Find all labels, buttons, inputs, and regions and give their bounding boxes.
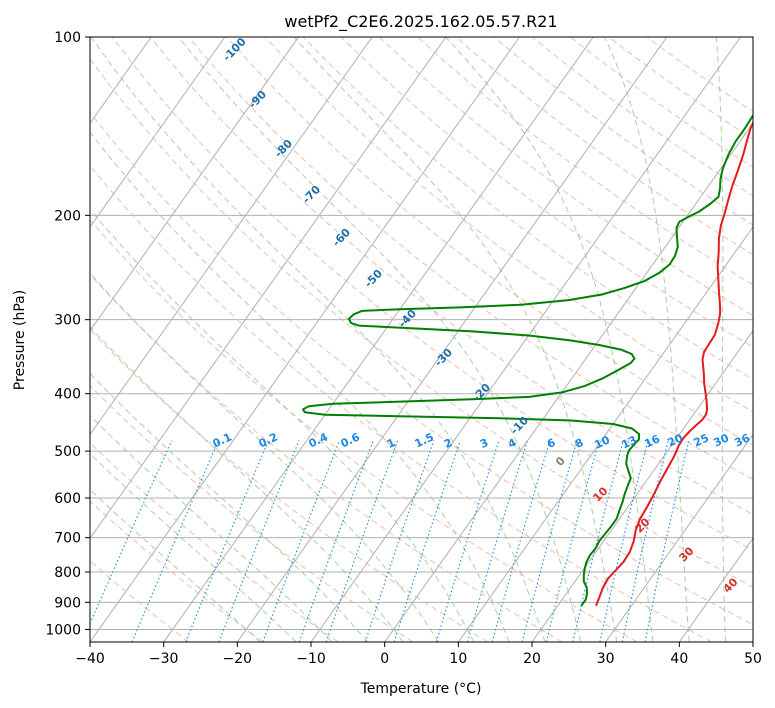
mixing-ratio-line [572, 440, 624, 642]
dry-adiabat-line [90, 165, 712, 642]
isotherm-gridline [605, 433, 753, 642]
data-area [302, 113, 753, 607]
y-tick-label: 800 [54, 565, 81, 581]
moist-adiabat-line [90, 272, 439, 642]
x-tick-label: 40 [670, 651, 688, 667]
mixing-ratio-line [131, 440, 220, 642]
dry-adiabat-line [340, 37, 753, 348]
moist-adiabat-line [90, 372, 369, 642]
isotherm-gridline [678, 537, 753, 642]
mixing-ratio-line [435, 440, 500, 642]
axis-ticks: −40 −30 −20 −10 0 10 20 30 40 50 100 200 300 400 500 60… [45, 30, 762, 667]
mixing-ratio-line [545, 440, 600, 642]
dry-adiabat-line [111, 37, 753, 551]
mixing-ratio-label: 20 [666, 431, 686, 449]
mixing-ratio-label: 25 [692, 431, 711, 449]
isotherm-gridline [163, 37, 594, 642]
mixing-ratio-label: 36 [733, 431, 753, 449]
x-tick-label: −10 [296, 651, 326, 667]
plot-frame [89, 36, 754, 643]
mixing-ratio-line [599, 440, 649, 642]
moist-adiabat-line [90, 326, 404, 642]
moist-adiabat-line [293, 37, 618, 642]
dry-adiabat-line [90, 328, 488, 642]
y-axis-label: Pressure (hPa) [12, 290, 28, 390]
isotherm-gridline [531, 329, 753, 642]
mixing-ratio-label: 16 [643, 432, 663, 450]
mixing-ratio-label: 10 [593, 433, 613, 451]
moist-adiabat-line [90, 488, 261, 642]
mixing-ratio-line [491, 440, 551, 642]
moist-adiabat-line [90, 131, 510, 642]
moist-adiabat-line [90, 452, 297, 642]
y-tick-label: 700 [54, 531, 81, 547]
plot-area [90, 37, 753, 642]
isotherm-gridline [90, 37, 520, 642]
x-tick-label: −20 [223, 651, 253, 667]
x-tick-label: 10 [449, 651, 467, 667]
moist-adiabat-line [90, 37, 546, 642]
y-tick-label: 1000 [45, 622, 81, 638]
dry-adiabat-line [90, 385, 414, 642]
dry-adiabat-line [90, 273, 563, 642]
moist-adiabat-line [90, 208, 475, 642]
x-tick-label: 30 [597, 651, 615, 667]
y-tick-label: 400 [54, 387, 81, 403]
y-tick-label: 100 [54, 30, 81, 46]
isotherm-gridline [90, 37, 447, 540]
isotherm-gridline [236, 37, 668, 642]
isotherm-gridline [310, 37, 741, 642]
y-tick-label: 500 [54, 444, 81, 460]
mixing-ratio-line [644, 440, 690, 642]
dry-adiabat-line [90, 219, 638, 642]
moist-adiabat-line [604, 37, 690, 642]
temperature-profile-line [595, 120, 753, 607]
x-tick-label: 50 [744, 651, 762, 667]
moist-adiabat-line [445, 37, 654, 642]
x-tick-label: 20 [523, 651, 541, 667]
mixing-ratio-line [90, 440, 173, 625]
isotherm-gridline [90, 37, 373, 436]
mixing-ratio-line [621, 440, 669, 642]
dry-adiabat-line [90, 500, 264, 642]
mixing-ratio-line [521, 440, 578, 642]
dry-adiabat-line [150, 37, 753, 516]
y-tick-label: 900 [54, 595, 81, 611]
isotherm-gridline [90, 37, 299, 332]
x-tick-label: 0 [380, 651, 389, 667]
dry-adiabat-line [379, 37, 753, 317]
dry-adiabat-line [302, 37, 753, 380]
dewpoint-profile-line [302, 113, 753, 607]
moist-adiabat-line [715, 37, 727, 642]
mixing-ratio-line [466, 440, 528, 642]
x-tick-label: −40 [75, 651, 105, 667]
chart-title: wetPf2_C2E6.2025.162.05.57.R21 [284, 12, 557, 32]
mixing-ratio-label: 30 [712, 431, 732, 449]
isotherm-gridline [457, 226, 753, 642]
mixing-ratio-line [325, 440, 399, 642]
isotherm-gridline [384, 122, 753, 642]
mixing-ratio-line [298, 440, 374, 642]
dry-adiabat-line [90, 111, 753, 626]
dry-adiabat-line [90, 58, 753, 588]
mixing-ratio-label: 13 [620, 433, 639, 451]
y-tick-label: 300 [54, 313, 81, 329]
dry-adiabat-line [188, 37, 753, 481]
y-tick-label: 200 [54, 208, 81, 224]
x-axis-label: Temperature (°C) [360, 681, 482, 697]
y-tick-label: 600 [54, 491, 81, 507]
x-tick-label: −30 [149, 651, 179, 667]
